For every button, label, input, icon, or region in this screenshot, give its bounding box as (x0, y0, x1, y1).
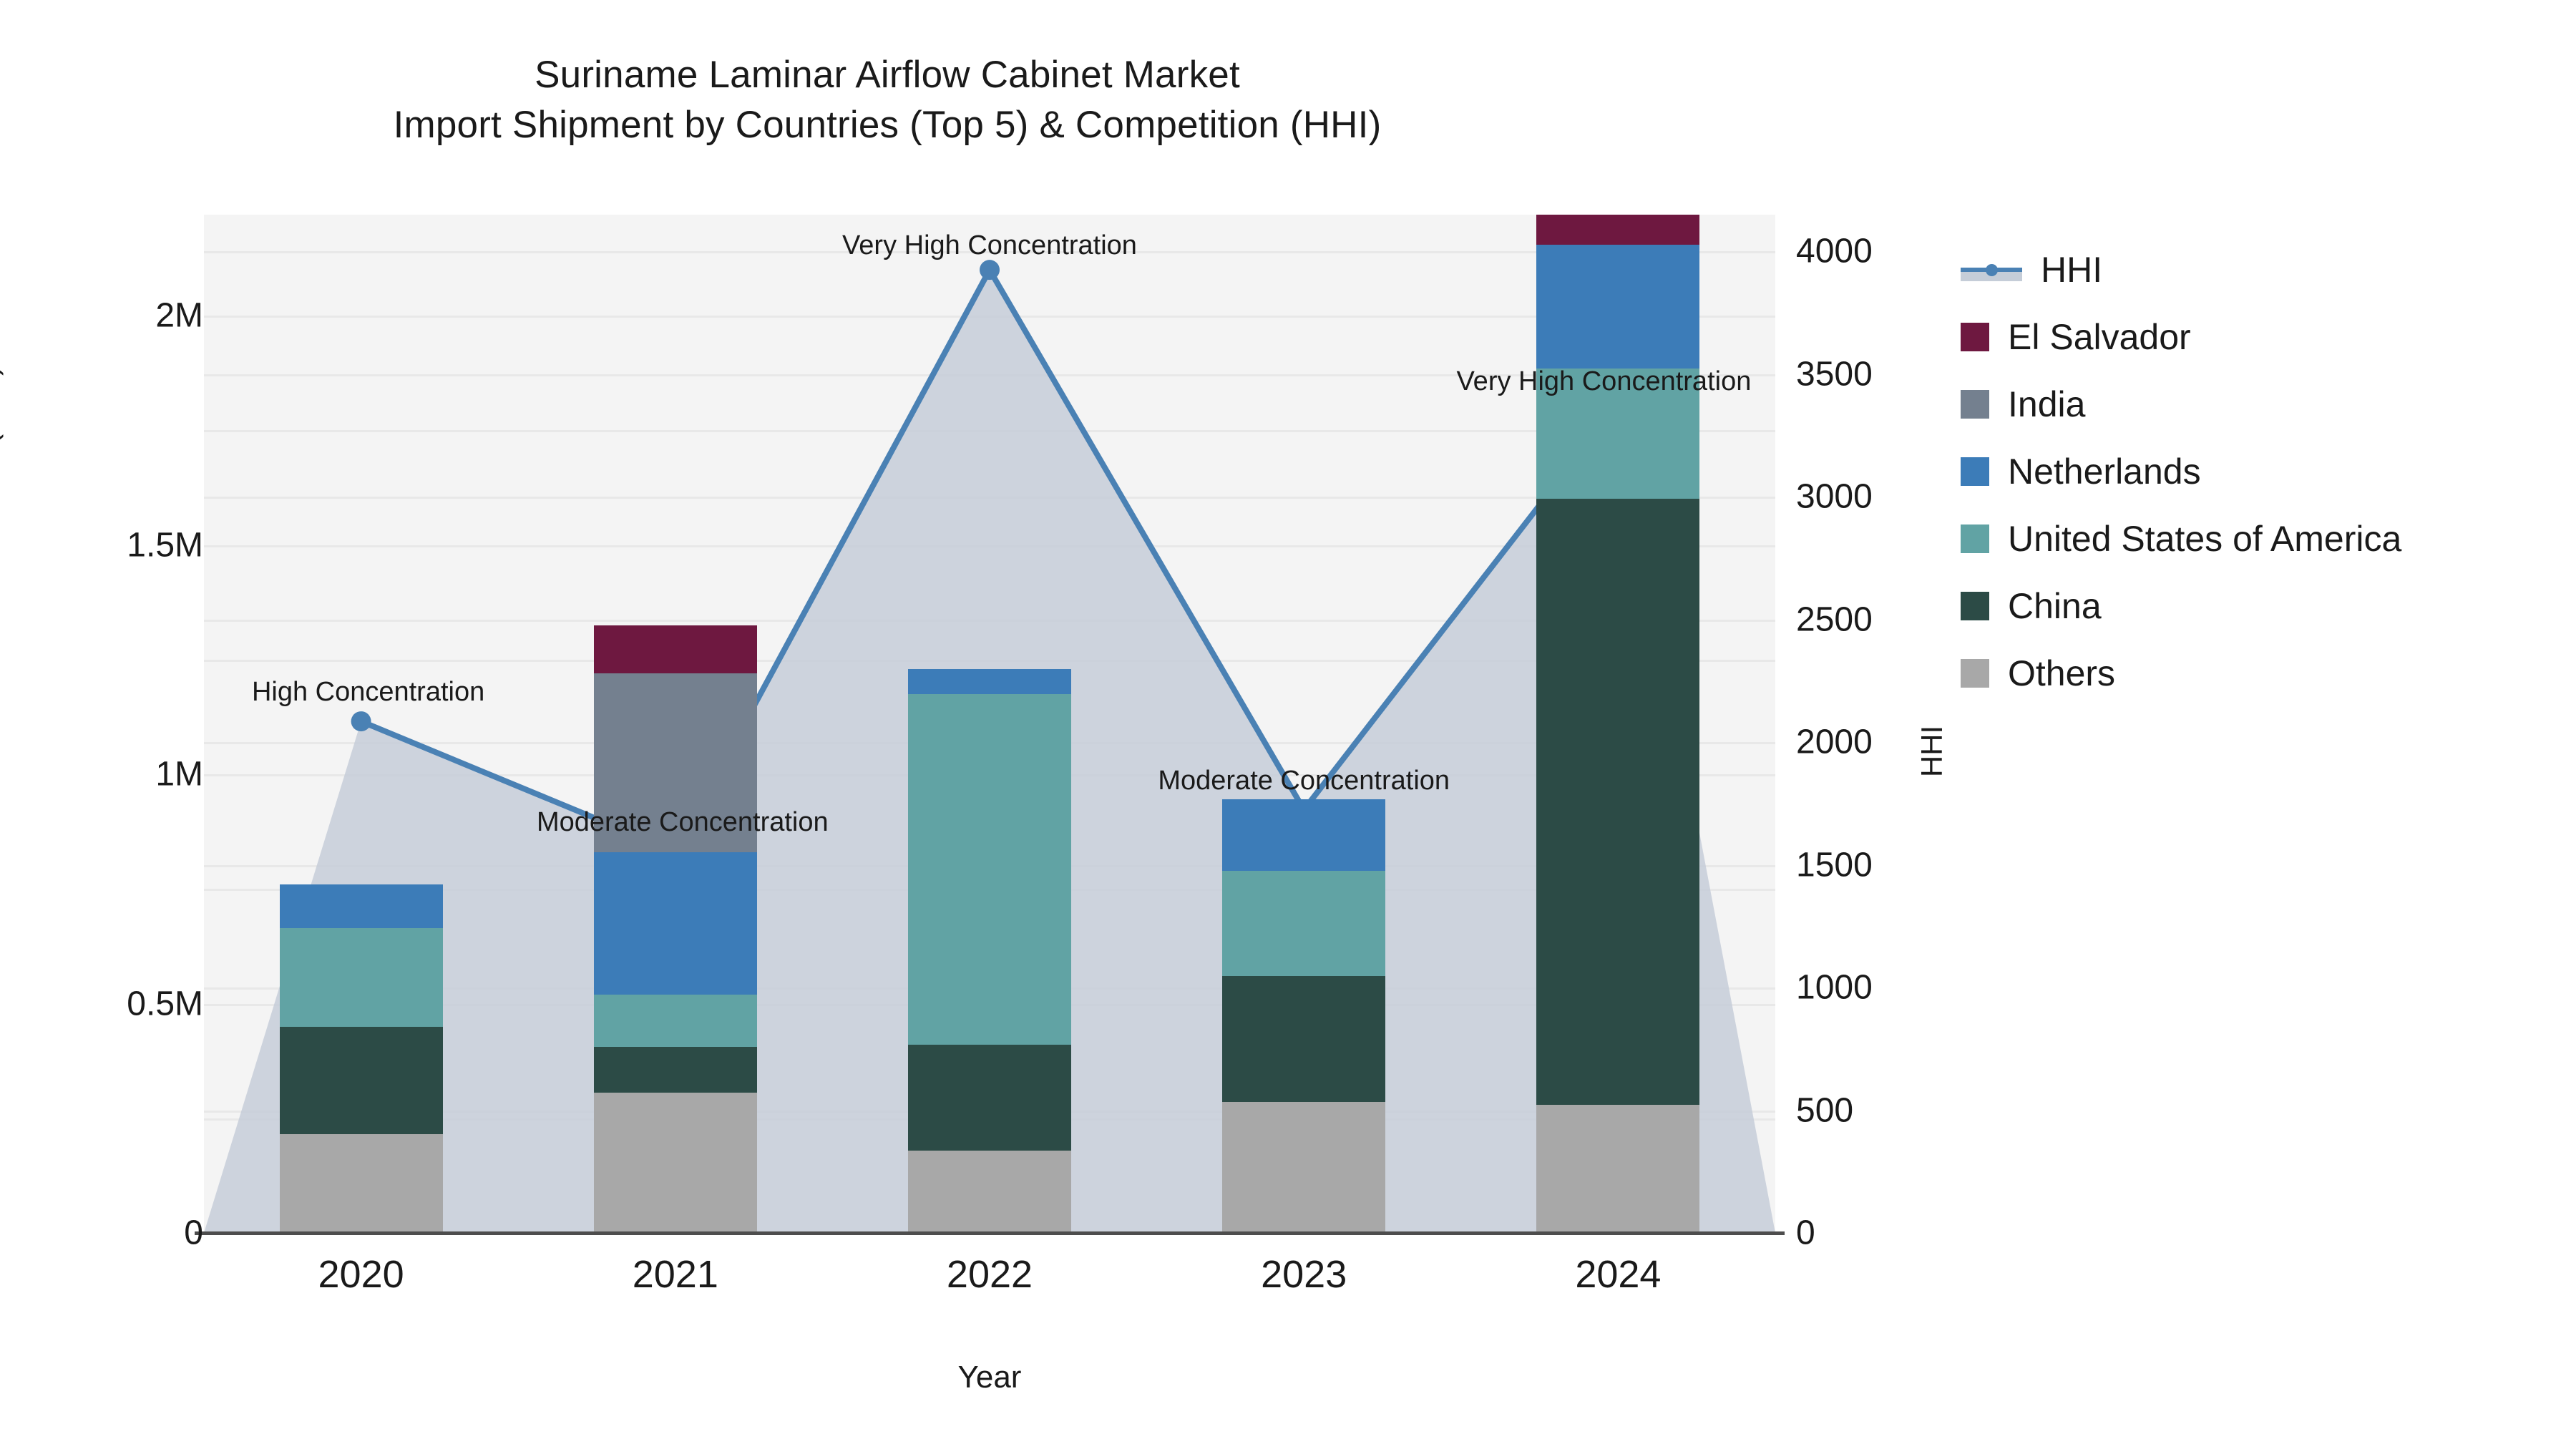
y-axis-left-tick: 2M (155, 296, 203, 335)
legend-item[interactable]: China (1961, 572, 2401, 640)
bar-segment[interactable] (279, 884, 443, 928)
legend-line-marker-icon (1961, 255, 2022, 284)
chart-title-line-1: Suriname Laminar Airflow Cabinet Market (535, 54, 1240, 96)
legend-item[interactable]: Netherlands (1961, 438, 2401, 505)
y-axis-right-tick: 500 (1796, 1091, 1854, 1130)
x-axis-tick: 2024 (1575, 1253, 1662, 1296)
annotation-label: Very High Concentration (842, 230, 1137, 261)
annotation-label: Moderate Concentration (536, 806, 829, 837)
legend-item-label: HHI (2041, 250, 2103, 290)
legend-swatch-icon (1961, 390, 1989, 419)
bar-segment[interactable] (593, 673, 757, 852)
bar-segment[interactable] (279, 927, 443, 1027)
y-axis-right-tick: 2500 (1796, 600, 1873, 639)
y-axis-right-tick: 1000 (1796, 968, 1873, 1007)
y-axis-left-label: TRADE VALUE (US$) (0, 366, 4, 659)
legend-item-label: China (2008, 586, 2102, 626)
y-axis-right-tick: 2000 (1796, 723, 1873, 761)
legend-swatch-icon (1961, 592, 1989, 620)
plot-area (204, 215, 1775, 1235)
bar-segment[interactable] (1222, 870, 1386, 977)
bar-segment[interactable] (593, 852, 757, 995)
chart-title-line-2: Import Shipment by Countries (Top 5) & C… (393, 103, 1382, 146)
bar-segment[interactable] (1536, 215, 1700, 245)
bar-segment[interactable] (593, 625, 757, 673)
legend-swatch-icon (1961, 457, 1989, 486)
x-axis-label: Year (957, 1360, 1022, 1395)
bar-segment[interactable] (593, 1093, 757, 1233)
legend-item-label: Others (2008, 653, 2116, 693)
y-axis-right-tick: 4000 (1796, 232, 1873, 270)
annotation-label: High Concentration (251, 677, 485, 708)
bar-segment[interactable] (1222, 799, 1386, 871)
legend-item-label: Netherlands (2008, 452, 2201, 492)
legend-item[interactable]: HHI (1961, 236, 2401, 303)
y-axis-right-tick: 3000 (1796, 477, 1873, 516)
legend: HHI El Salvador India Netherlands United Sta… (1961, 236, 2401, 707)
x-axis-line (195, 1231, 1785, 1235)
legend-item[interactable]: United States of America (1961, 505, 2401, 572)
x-axis-tick: 2022 (946, 1253, 1033, 1296)
bar-segment[interactable] (1536, 244, 1700, 369)
hhi-point[interactable] (351, 711, 371, 732)
legend-swatch-icon (1961, 659, 1989, 688)
bar-segment[interactable] (908, 1045, 1071, 1151)
y-axis-left-tick: 0 (184, 1214, 203, 1252)
bar-segment[interactable] (908, 668, 1071, 694)
y-axis-left-tick: 1M (155, 755, 203, 794)
legend-item[interactable]: El Salvador (1961, 303, 2401, 371)
bar-segment[interactable] (1536, 1104, 1700, 1233)
bar-segment[interactable] (908, 693, 1071, 1045)
x-axis-tick: 2020 (318, 1253, 404, 1296)
y-axis-left-tick: 1.5M (127, 526, 203, 564)
bar-segment[interactable] (279, 1026, 443, 1135)
y-axis-right-tick: 3500 (1796, 355, 1873, 394)
bar-segment[interactable] (279, 1134, 443, 1233)
legend-item-label: United States of America (2008, 519, 2402, 559)
bar-segment[interactable] (593, 1047, 757, 1093)
y-axis-left-tick: 0.5M (127, 985, 203, 1023)
gridline (204, 251, 1775, 254)
x-axis-tick: 2023 (1261, 1253, 1347, 1296)
bar-segment[interactable] (1222, 1102, 1386, 1233)
y-axis-right-tick: 1500 (1796, 846, 1873, 884)
hhi-point[interactable] (980, 260, 1000, 280)
annotation-label: Very High Concentration (1456, 366, 1752, 397)
bar-segment[interactable] (1536, 368, 1700, 499)
y-axis-right-label: HHI (1915, 725, 1948, 778)
legend-item-label: India (2008, 384, 2086, 424)
annotation-label: Moderate Concentration (1158, 765, 1450, 796)
y-axis-right-tick: 0 (1796, 1214, 1815, 1252)
chart-title: Suriname Laminar Airflow Cabinet Market … (0, 50, 1775, 150)
legend-item[interactable]: India (1961, 371, 2401, 438)
legend-item[interactable]: Others (1961, 640, 2401, 707)
legend-item-label: El Salvador (2008, 317, 2191, 357)
x-axis-tick: 2021 (632, 1253, 718, 1296)
legend-swatch-icon (1961, 323, 1989, 351)
bar-segment[interactable] (908, 1150, 1071, 1233)
bar-segment[interactable] (593, 994, 757, 1048)
legend-swatch-icon (1961, 525, 1989, 553)
bar-segment[interactable] (1536, 499, 1700, 1105)
bar-segment[interactable] (1222, 976, 1386, 1103)
